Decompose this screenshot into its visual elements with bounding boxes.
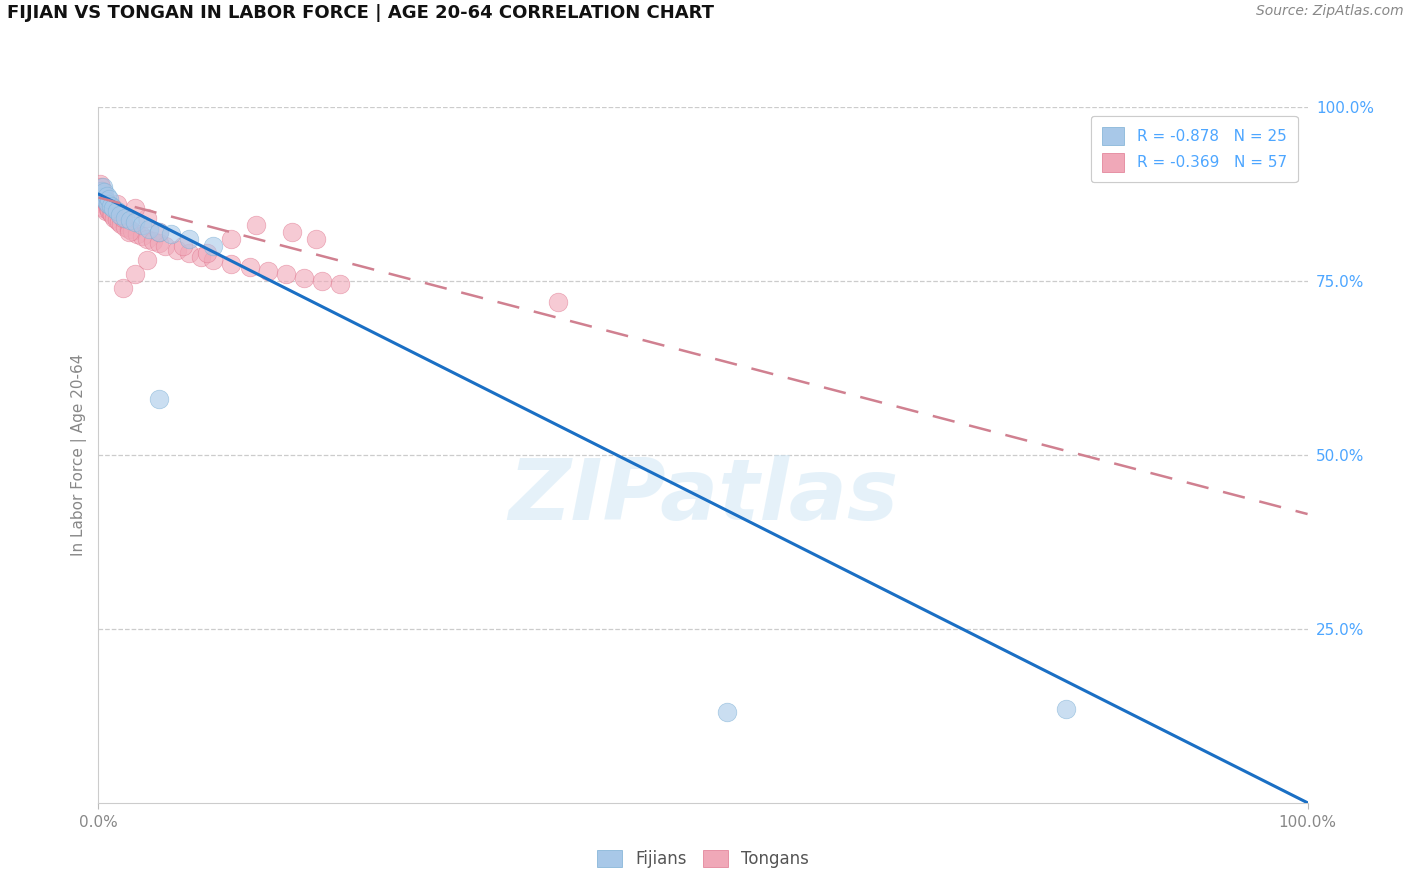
Point [91,190,114,204]
Point [91,187,114,202]
Point [89,177,111,191]
Point [94,194,117,208]
Point [166,243,188,257]
Point [91,180,114,194]
Point [124,215,146,229]
Point [311,274,333,288]
Point [148,225,170,239]
Point [305,232,328,246]
Point [108,208,131,222]
Point [135,232,157,246]
Point [172,239,194,253]
Point [245,219,267,233]
Point [105,204,128,219]
Point [160,227,183,241]
Text: ZIPatlas: ZIPatlas [508,455,898,538]
Point [292,270,315,285]
Point [118,222,141,236]
Point [148,235,170,250]
Legend: Fijians, Tongans: Fijians, Tongans [591,843,815,875]
Point [135,211,157,226]
Point [221,256,243,270]
Point [91,197,114,211]
Point [114,219,136,234]
Point [124,267,146,281]
Point [329,277,352,292]
Point [131,228,153,243]
Point [221,232,243,246]
Text: FIJIAN VS TONGAN IN LABOR FORCE | AGE 20-64 CORRELATION CHART: FIJIAN VS TONGAN IN LABOR FORCE | AGE 20… [7,4,714,22]
Point [93,185,115,199]
Point [96,197,118,211]
Point [91,184,114,198]
Point [94,204,117,219]
Point [202,239,225,253]
Point [111,211,134,226]
Point [110,217,132,231]
Point [89,187,111,202]
Point [114,211,136,226]
Point [239,260,262,274]
Point [135,253,157,268]
Point [202,253,225,268]
Point [105,212,128,227]
Point [100,208,122,222]
Point [148,392,170,407]
Point [98,192,121,206]
Point [256,263,278,277]
Point [121,224,143,238]
Point [94,194,117,208]
Point [547,294,569,309]
Point [153,239,176,253]
Point [90,180,112,194]
Point [124,201,146,215]
Point [91,194,114,208]
Point [118,212,141,227]
Point [100,206,122,220]
Point [90,184,112,198]
Point [127,227,149,241]
Point [108,215,131,229]
Point [101,201,124,215]
Point [89,187,111,202]
Point [148,225,170,239]
Point [118,225,141,239]
Point [142,234,165,248]
Point [90,190,112,204]
Point [190,250,212,264]
Point [138,222,160,236]
Point [97,197,120,211]
Point [98,204,121,219]
Y-axis label: In Labor Force | Age 20-64: In Labor Force | Age 20-64 [72,354,87,556]
Point [97,201,120,215]
Point [93,190,115,204]
Point [281,225,304,239]
Point [1054,702,1077,716]
Point [716,706,738,720]
Point [96,189,118,203]
Point [274,267,297,281]
Point [103,211,125,226]
Point [100,199,122,213]
Text: Source: ZipAtlas.com: Source: ZipAtlas.com [1256,4,1403,19]
Legend: R = -0.878   N = 25, R = -0.369   N = 57: R = -0.878 N = 25, R = -0.369 N = 57 [1091,116,1298,182]
Point [179,246,201,260]
Point [105,197,128,211]
Point [111,281,134,295]
Point [93,201,115,215]
Point [131,219,153,233]
Point [179,232,201,246]
Point [195,246,218,260]
